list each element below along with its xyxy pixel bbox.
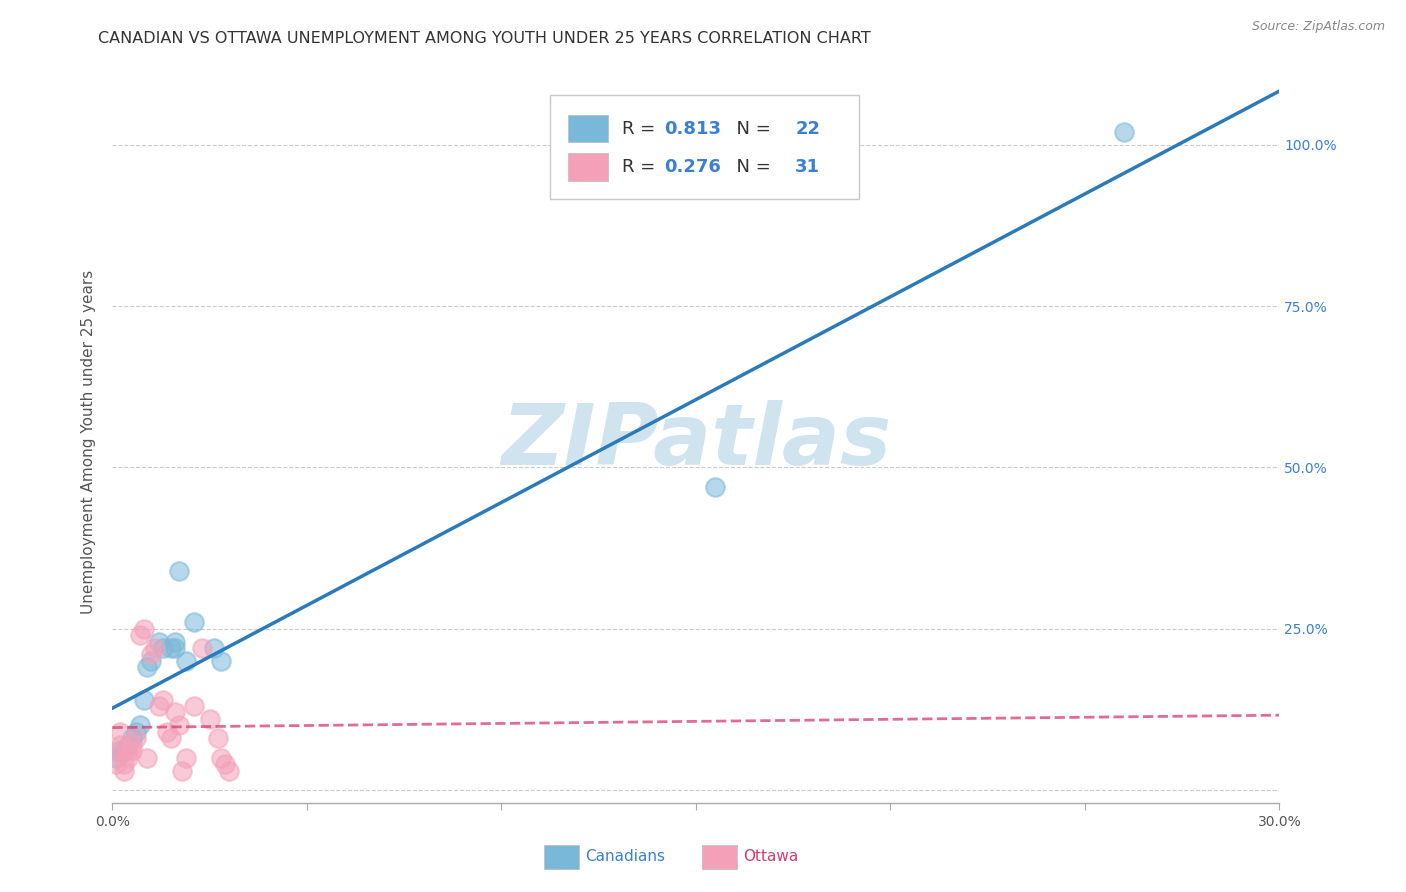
Point bbox=[1112, 125, 1135, 139]
Point bbox=[125, 724, 148, 739]
Point bbox=[110, 744, 132, 758]
Point bbox=[141, 648, 163, 662]
Point bbox=[105, 744, 128, 758]
Point bbox=[117, 744, 139, 758]
Point bbox=[160, 731, 183, 746]
Text: 22: 22 bbox=[796, 120, 820, 137]
Point bbox=[105, 757, 128, 772]
Point bbox=[112, 744, 135, 758]
Point bbox=[167, 718, 190, 732]
Point bbox=[110, 724, 132, 739]
Point bbox=[121, 744, 143, 758]
FancyBboxPatch shape bbox=[702, 846, 737, 869]
Point bbox=[112, 757, 135, 772]
Point bbox=[152, 640, 174, 655]
Point bbox=[136, 660, 159, 674]
Point bbox=[121, 731, 143, 746]
Point bbox=[218, 764, 240, 778]
Text: ZIPatlas: ZIPatlas bbox=[501, 400, 891, 483]
FancyBboxPatch shape bbox=[568, 153, 609, 181]
Point bbox=[152, 692, 174, 706]
Point bbox=[167, 564, 190, 578]
FancyBboxPatch shape bbox=[544, 846, 579, 869]
Point bbox=[132, 622, 155, 636]
Point bbox=[121, 738, 143, 752]
Point bbox=[207, 731, 229, 746]
Point bbox=[191, 640, 214, 655]
Text: 31: 31 bbox=[796, 158, 820, 176]
Text: CANADIAN VS OTTAWA UNEMPLOYMENT AMONG YOUTH UNDER 25 YEARS CORRELATION CHART: CANADIAN VS OTTAWA UNEMPLOYMENT AMONG YO… bbox=[98, 31, 872, 46]
Text: N =: N = bbox=[725, 158, 776, 176]
Point bbox=[128, 628, 150, 642]
Y-axis label: Unemployment Among Youth under 25 years: Unemployment Among Youth under 25 years bbox=[80, 269, 96, 614]
Point bbox=[183, 615, 205, 630]
Point bbox=[202, 640, 225, 655]
Point bbox=[148, 634, 170, 648]
Point bbox=[209, 654, 232, 668]
Point bbox=[156, 724, 179, 739]
Text: Source: ZipAtlas.com: Source: ZipAtlas.com bbox=[1251, 20, 1385, 33]
Point bbox=[136, 750, 159, 764]
Text: 0.813: 0.813 bbox=[665, 120, 721, 137]
Point bbox=[172, 764, 194, 778]
Text: 0.276: 0.276 bbox=[665, 158, 721, 176]
Point bbox=[160, 640, 183, 655]
Point bbox=[176, 750, 198, 764]
Point bbox=[125, 731, 148, 746]
Point bbox=[148, 699, 170, 714]
FancyBboxPatch shape bbox=[568, 115, 609, 143]
Text: N =: N = bbox=[725, 120, 776, 137]
FancyBboxPatch shape bbox=[550, 95, 859, 200]
Text: R =: R = bbox=[623, 120, 661, 137]
Point bbox=[128, 718, 150, 732]
Point bbox=[143, 640, 166, 655]
Text: Canadians: Canadians bbox=[585, 849, 665, 864]
Text: Ottawa: Ottawa bbox=[742, 849, 797, 864]
Text: R =: R = bbox=[623, 158, 661, 176]
Point bbox=[112, 764, 135, 778]
Point bbox=[117, 750, 139, 764]
Point bbox=[163, 640, 186, 655]
Point bbox=[183, 699, 205, 714]
Point bbox=[209, 750, 232, 764]
Point bbox=[176, 654, 198, 668]
Point bbox=[141, 654, 163, 668]
Point bbox=[163, 706, 186, 720]
Point bbox=[198, 712, 221, 726]
Point bbox=[163, 634, 186, 648]
Point bbox=[132, 692, 155, 706]
Point bbox=[105, 750, 128, 764]
Point bbox=[704, 480, 727, 494]
Point bbox=[110, 738, 132, 752]
Point bbox=[117, 738, 139, 752]
Point bbox=[214, 757, 236, 772]
